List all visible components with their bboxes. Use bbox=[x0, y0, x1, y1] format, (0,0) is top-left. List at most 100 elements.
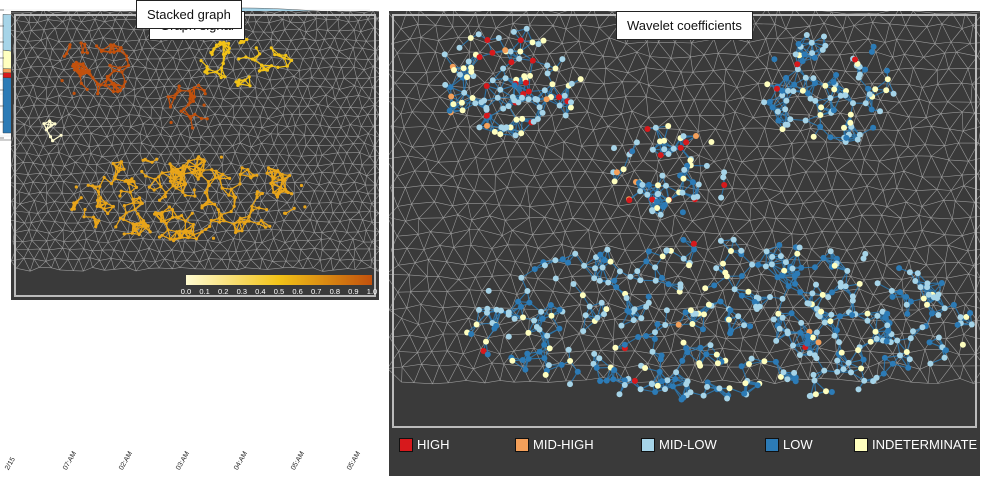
signal-node bbox=[213, 202, 217, 206]
colorbar-tick-label: 0.8 bbox=[330, 287, 340, 296]
wavelet-node bbox=[509, 357, 516, 364]
signal-node bbox=[167, 205, 171, 209]
signal-cluster bbox=[60, 41, 131, 96]
wavelet-node bbox=[637, 277, 644, 284]
wavelet-node bbox=[495, 35, 502, 41]
wavelet-node bbox=[791, 81, 798, 88]
wavelet-node bbox=[801, 51, 808, 58]
signal-node bbox=[200, 230, 204, 234]
wavelet-node bbox=[652, 389, 659, 395]
wavelet-node bbox=[716, 385, 723, 392]
wavelet-node bbox=[680, 133, 687, 140]
wavelet-node bbox=[542, 371, 549, 378]
signal-node bbox=[285, 64, 289, 68]
wavelet-node bbox=[815, 339, 822, 346]
wavelet-node bbox=[561, 92, 568, 99]
signal-node bbox=[280, 189, 284, 193]
signal-node bbox=[168, 237, 172, 241]
signal-node bbox=[232, 222, 236, 226]
signal-node bbox=[85, 87, 89, 92]
wavelet-node bbox=[779, 92, 786, 99]
signal-node bbox=[249, 176, 253, 180]
wavelet-node bbox=[885, 327, 892, 334]
wavelet-node bbox=[796, 352, 803, 358]
wavelet-node bbox=[682, 309, 689, 316]
signal-node bbox=[209, 218, 213, 223]
wavelet-node bbox=[749, 261, 756, 268]
wavelet-node bbox=[519, 115, 526, 122]
signal-node bbox=[199, 116, 204, 121]
wavelet-node bbox=[648, 380, 655, 387]
signal-node bbox=[124, 211, 128, 215]
wavelet-node bbox=[565, 346, 572, 353]
signal-node bbox=[273, 169, 277, 173]
wavelet-node bbox=[912, 278, 919, 284]
signal-node bbox=[200, 206, 204, 210]
wavelet-node bbox=[684, 349, 691, 356]
signal-node bbox=[227, 46, 231, 51]
signal-node bbox=[206, 180, 210, 184]
wavelet-node bbox=[556, 94, 562, 101]
wavelet-node bbox=[806, 350, 813, 357]
wavelet-node bbox=[779, 272, 785, 279]
wavelet-node bbox=[805, 300, 812, 307]
signal-node bbox=[265, 68, 269, 72]
signal-node bbox=[171, 215, 175, 219]
wavelet-node bbox=[894, 337, 901, 344]
wavelet-node bbox=[858, 365, 865, 372]
signal-node bbox=[178, 173, 182, 178]
colorbar-tick-label: 0.5 bbox=[274, 287, 284, 296]
wavelet-node bbox=[792, 280, 799, 287]
wavelet-node bbox=[661, 137, 668, 144]
signal-node bbox=[86, 183, 90, 187]
signal-node bbox=[240, 229, 244, 233]
signal-node bbox=[265, 171, 269, 175]
wavelet-node bbox=[631, 306, 638, 313]
colorbar-tick-label: 0.6 bbox=[292, 287, 302, 296]
colorbar-tick-label: 1.0 bbox=[367, 287, 377, 296]
wavelet-node bbox=[547, 302, 554, 308]
signal-node bbox=[98, 83, 102, 87]
wavelet-node bbox=[562, 112, 569, 119]
signal-node bbox=[182, 107, 186, 111]
wavelet-node bbox=[809, 50, 816, 57]
signal-node bbox=[70, 207, 74, 211]
wavelet-node bbox=[772, 358, 779, 365]
wavelet-node bbox=[834, 368, 841, 375]
wavelet-node bbox=[484, 122, 490, 129]
wavelet-node bbox=[662, 322, 669, 328]
wavelet-node bbox=[866, 91, 873, 98]
legend-swatch-mid-high bbox=[515, 437, 529, 452]
signal-node bbox=[183, 193, 187, 197]
signal-node bbox=[217, 220, 222, 224]
wavelet-node bbox=[870, 43, 877, 50]
wavelet-node bbox=[524, 288, 531, 294]
signal-node bbox=[190, 211, 194, 215]
wavelet-node bbox=[639, 181, 646, 188]
wavelet-node bbox=[906, 269, 913, 276]
signal-node bbox=[232, 204, 236, 208]
signal-node bbox=[214, 169, 218, 173]
signal-node bbox=[153, 177, 157, 181]
wavelet-node bbox=[868, 106, 875, 113]
wavelet-node bbox=[659, 172, 666, 179]
legend-item-indeterminate: INDETERMINATE bbox=[854, 437, 977, 452]
wavelet-node bbox=[683, 139, 690, 146]
wavelet-node bbox=[903, 293, 910, 300]
signal-node bbox=[182, 230, 186, 234]
signal-node bbox=[168, 105, 173, 109]
wavelet-node bbox=[442, 81, 449, 88]
wavelet-node bbox=[847, 119, 854, 126]
wavelet-node bbox=[833, 255, 840, 262]
wavelet-node bbox=[868, 48, 875, 55]
wavelet-node bbox=[820, 254, 827, 261]
wavelet-node bbox=[792, 51, 799, 58]
signal-cluster bbox=[70, 155, 307, 243]
wavelet-node bbox=[828, 311, 835, 318]
wavelet-node bbox=[644, 126, 651, 132]
wavelet-node bbox=[500, 65, 507, 72]
wavelet-node bbox=[821, 367, 828, 374]
signal-node bbox=[245, 37, 249, 42]
wavelet-node bbox=[861, 377, 868, 384]
wavelet-node bbox=[797, 289, 804, 296]
